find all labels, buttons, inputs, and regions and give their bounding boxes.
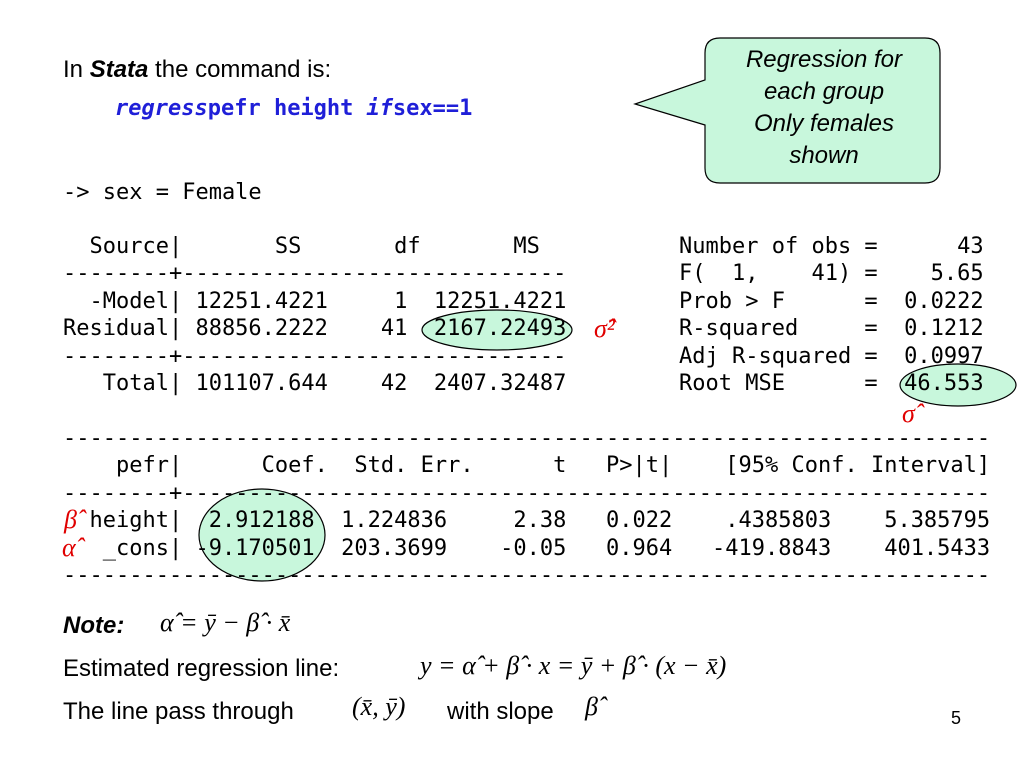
- output-line: --------+-----------------------------: [63, 343, 567, 369]
- command: regresspefr height ifsex==1: [115, 96, 472, 121]
- formula: y = α̂ + β̂ · x = ȳ + β̂ · (x − x̄): [420, 651, 727, 680]
- text: regress: [115, 96, 208, 121]
- output-line: --------+-----------------------------: [63, 261, 567, 287]
- annotation: α̂: [62, 533, 76, 562]
- formula: α̂ = ȳ − β̂ · x̄: [160, 608, 291, 637]
- text: The line pass through: [63, 698, 294, 725]
- output-line: R-squared = 0.1212: [679, 316, 984, 342]
- output-line: --------+-------------------------------…: [63, 480, 991, 506]
- output-line: ----------------------------------------…: [63, 426, 991, 451]
- output-line: Root MSE = 46.553: [679, 371, 984, 397]
- text: with slope: [447, 698, 554, 725]
- output-line: pefr| Coef. Std. Err. t P>|t| [95% Conf.…: [63, 453, 991, 479]
- model-stats: Number of obs = 43 F( 1, 41) = 5.65 Prob >…: [679, 233, 984, 397]
- output-line: Number of obs = 43: [679, 234, 984, 259]
- output-line: -Model| 12251.4221 1 12251.4221: [63, 288, 567, 314]
- text: Estimated regression line:: [63, 655, 340, 682]
- callout-line: Regression for: [745, 46, 903, 73]
- callout-line: each group: [763, 78, 885, 105]
- output-line: F( 1, 41) = 5.65: [679, 261, 984, 287]
- text: the command is:: [155, 56, 332, 83]
- slide-number: 5: [951, 708, 962, 728]
- formula: (x̄, ȳ): [352, 692, 406, 721]
- callout-line: shown: [789, 142, 859, 169]
- output-header: -> sex = Female: [63, 180, 262, 205]
- callout-text: Regression for each group Only females show…: [705, 44, 943, 172]
- output-line: Source| SS df MS: [63, 234, 540, 259]
- text: Stata: [89, 56, 149, 83]
- text: sex==1: [392, 96, 473, 121]
- output-line: Prob > F = 0.0222: [679, 288, 984, 314]
- output-line: Residual| 88856.2222 41 2167.22493: [63, 316, 567, 342]
- callout-bubble: [633, 37, 941, 184]
- annotation: σ̂: [902, 399, 915, 428]
- text: pefr height: [207, 96, 354, 121]
- annotation: β̂: [64, 505, 77, 534]
- anova-table: Source| SS df MS --------+---------------…: [63, 233, 566, 397]
- highlight: [198, 488, 326, 582]
- intro: In Stata the command is:: [63, 56, 331, 84]
- text: In: [63, 56, 84, 83]
- highlight: [899, 363, 1017, 407]
- callout-line: Only females: [753, 110, 895, 137]
- formula: β̂: [585, 692, 598, 721]
- text: if: [366, 96, 393, 121]
- output-line: _cons| -9.170501 203.3699 -0.05 0.964 -4…: [63, 535, 991, 561]
- output-line: Total| 101107.644 42 2407.32487: [63, 371, 567, 397]
- output-line: ----------------------------------------…: [63, 563, 991, 589]
- coef-table: ----------------------------------------…: [63, 425, 990, 589]
- highlight: [421, 309, 573, 351]
- output-line: height| 2.912188 1.224836 2.38 0.022 .43…: [63, 508, 991, 534]
- annotation: σ̂²: [594, 314, 615, 343]
- output-line: Adj R-squared = 0.0997: [679, 343, 984, 369]
- note-label: Note:: [63, 612, 125, 639]
